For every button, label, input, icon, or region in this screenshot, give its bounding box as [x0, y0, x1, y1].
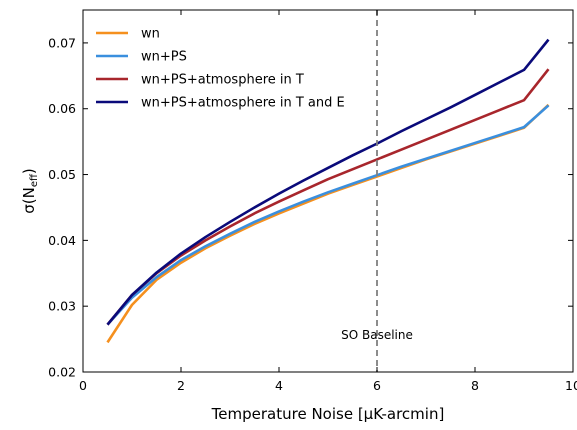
y-tick-label: 0.03 — [48, 299, 76, 314]
x-tick-label: 0 — [79, 378, 87, 393]
y-tick-label: 0.05 — [48, 167, 76, 182]
y-tick-label: 0.06 — [48, 101, 76, 116]
x-tick-label: 10 — [565, 378, 577, 393]
y-axis-label: σ(Neff) — [20, 168, 40, 214]
legend-label-3: wn+PS+atmosphere in T — [141, 73, 304, 88]
y-tick-label: 0.02 — [48, 365, 76, 380]
baseline-label: SO Baseline — [341, 328, 413, 342]
x-tick-label: 2 — [177, 378, 185, 393]
legend: wn wn+PS wn+PS+atmosphere in T wn+PS+atmosp… — [96, 27, 345, 111]
series-line-4 — [106, 38, 550, 326]
legend-label-1: wn — [141, 27, 160, 42]
plot-frame — [82, 9, 574, 373]
y-tick-label: 0.04 — [48, 233, 76, 248]
data-lines — [106, 38, 550, 344]
legend-label-4: wn+PS+atmosphere in T and E — [141, 96, 345, 111]
series-line-2 — [106, 104, 550, 326]
x-tick-label: 8 — [471, 378, 479, 393]
baseline-annotation: SO Baseline — [341, 10, 413, 372]
axes: 0 2 4 6 8 10 0.02 0.03 0.04 0.05 0.06 0.07 — [48, 10, 577, 393]
x-tick-label: 6 — [373, 378, 381, 393]
y-tick-label: 0.07 — [48, 35, 76, 50]
legend-label-2: wn+PS — [141, 50, 187, 65]
x-axis-label: Temperature Noise [μK-arcmin] — [211, 405, 445, 423]
series-line-3 — [106, 68, 550, 326]
x-tick-label: 4 — [275, 378, 283, 393]
